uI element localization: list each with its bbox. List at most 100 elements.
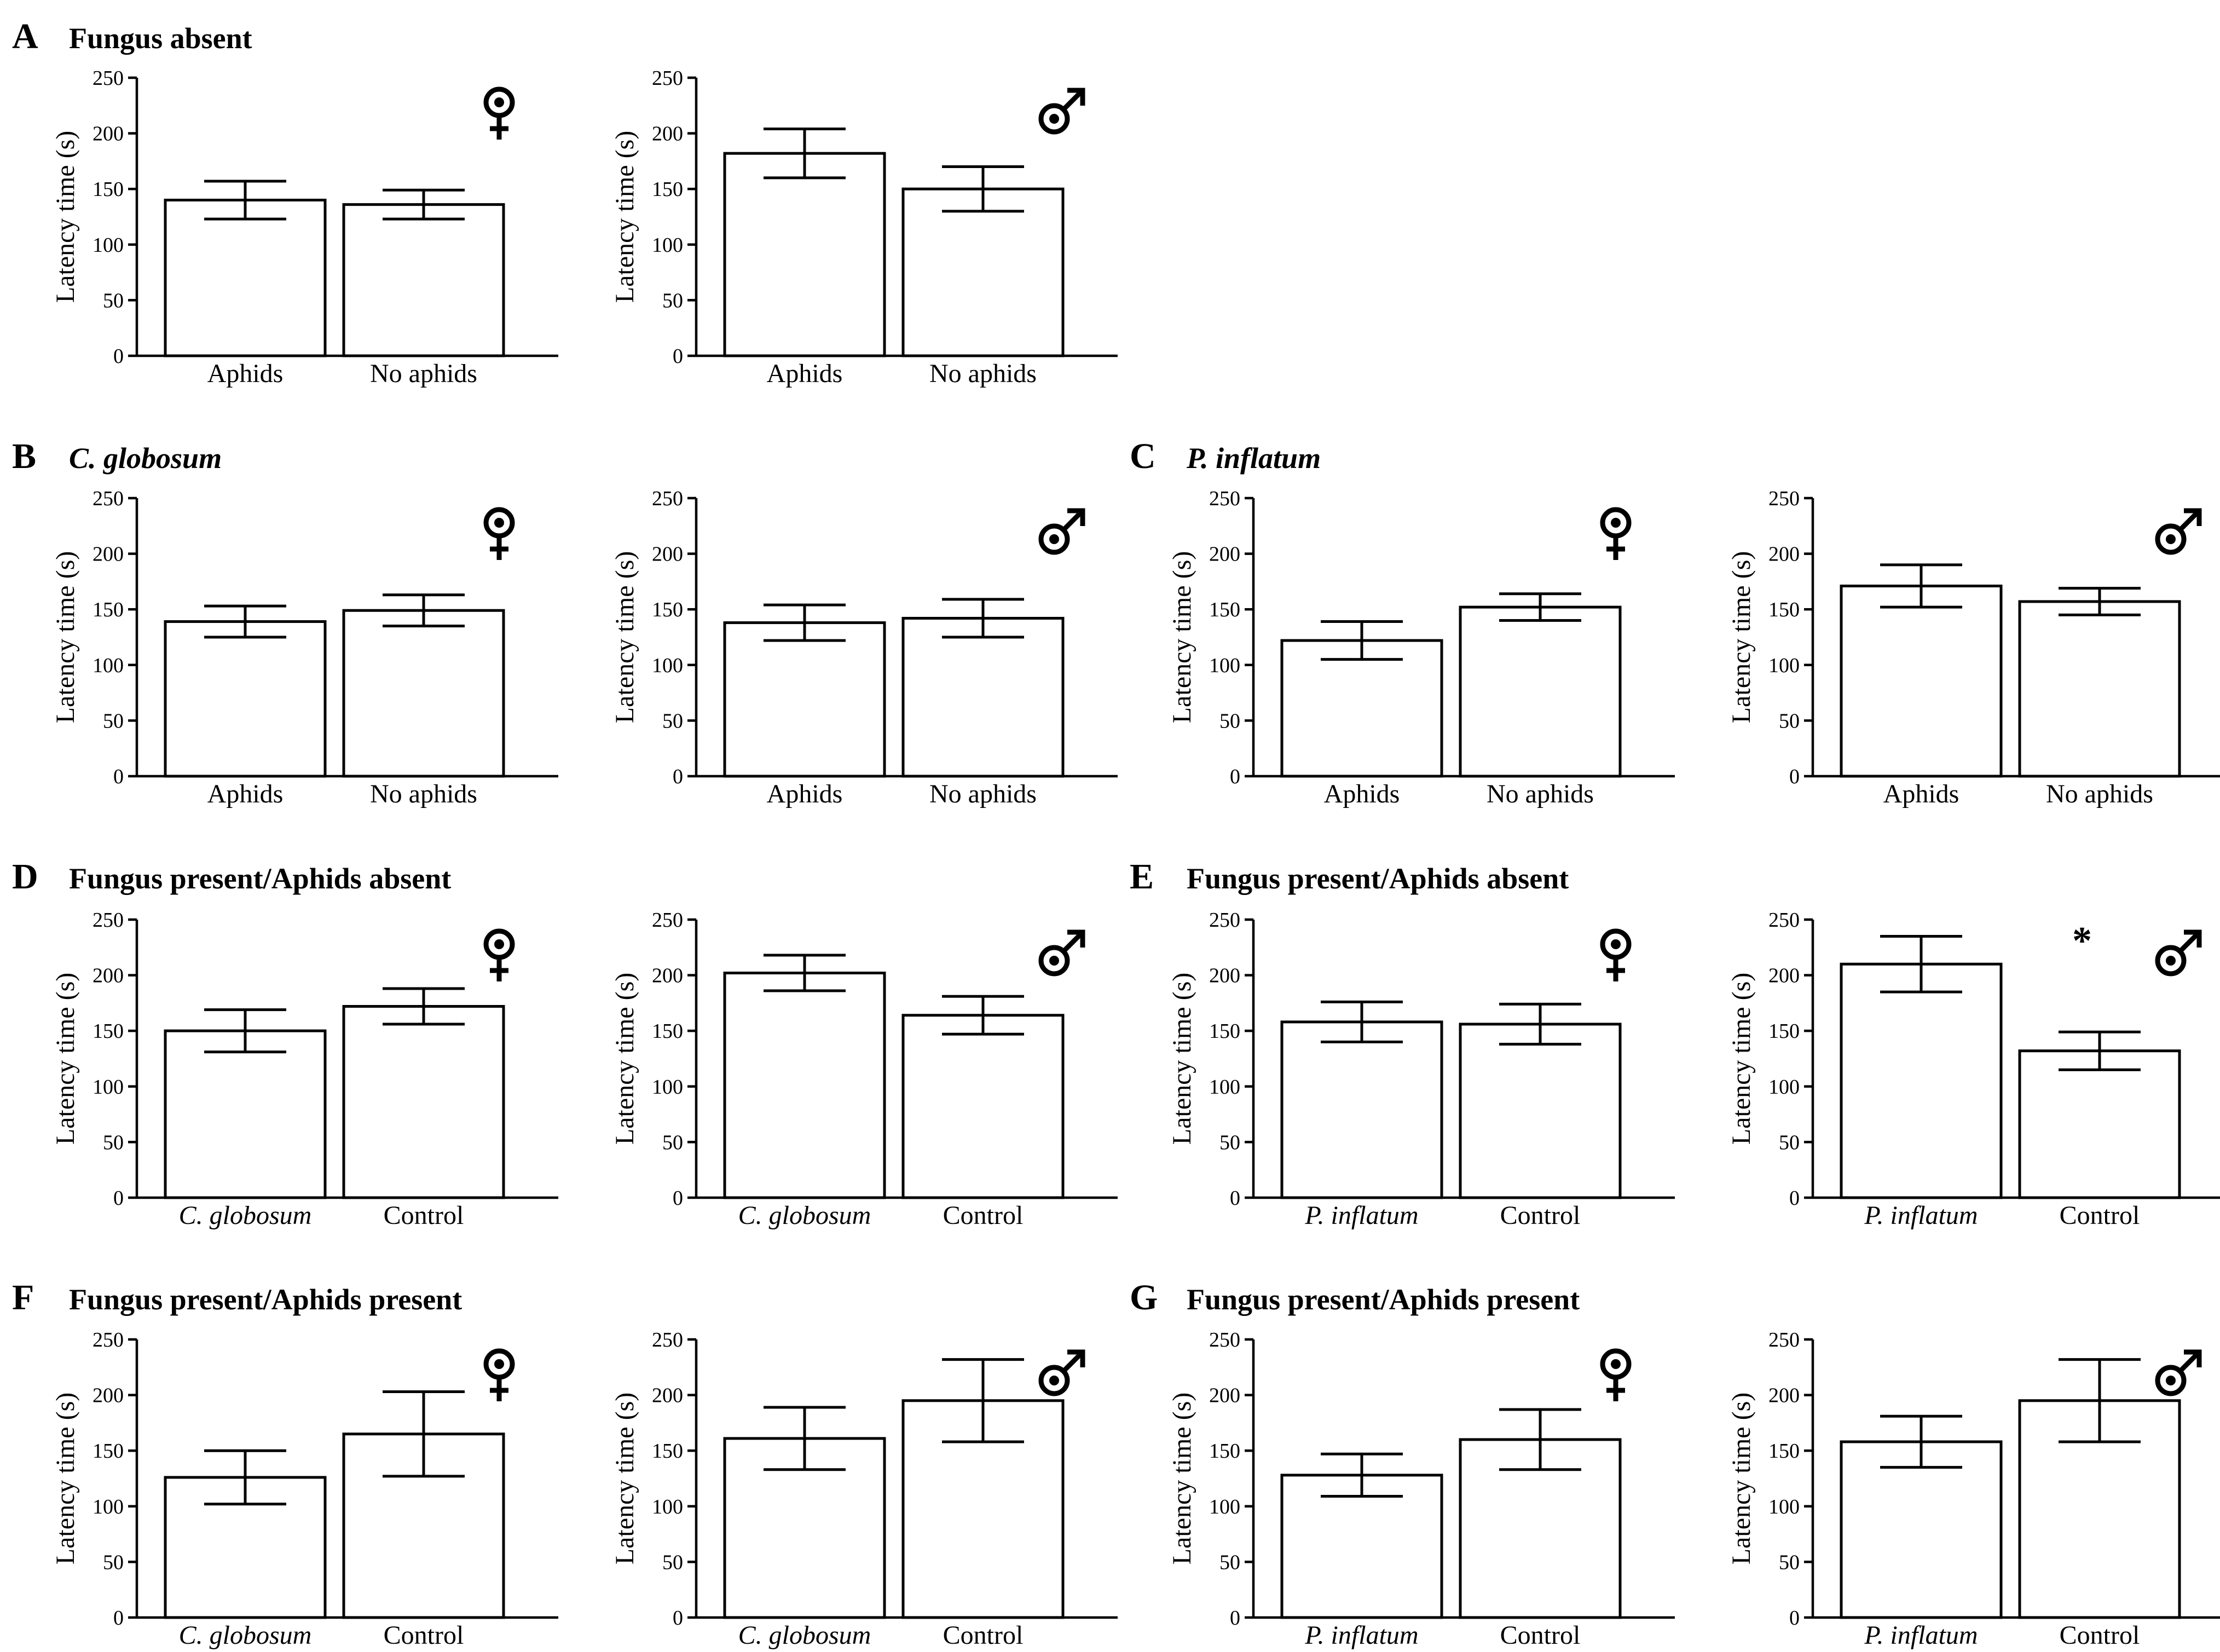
error-bar — [204, 1449, 286, 1506]
category-label: P. inflatum — [1864, 1201, 1978, 1230]
female-symbol-icon — [483, 928, 515, 981]
y-axis-label: Latency time (s) — [1727, 973, 1756, 1145]
y-tick-label: 150 — [652, 1020, 683, 1043]
y-tick-label: 250 — [652, 67, 683, 90]
y-tick-label: 50 — [1779, 1551, 1800, 1574]
chart-e-female: 0 50 100 150 200 250 Latency time (s) P. inflat… — [1167, 909, 1675, 1230]
y-tick-label: 100 — [652, 234, 683, 257]
error-bar — [1499, 1002, 1581, 1046]
male-symbol-icon — [2155, 929, 2202, 977]
category-label: P. inflatum — [1304, 1201, 1418, 1230]
error-bar — [942, 1358, 1024, 1443]
y-axis-label: Latency time (s) — [1167, 973, 1196, 1145]
y-axis-label: Latency time (s) — [1727, 1393, 1756, 1565]
error-bar — [383, 188, 465, 221]
y-tick-label: 200 — [1209, 543, 1240, 566]
chart-g-male: 0 50 100 150 200 250 Latency time (s) P. inflat… — [1727, 1328, 2220, 1650]
panel-header-g: G Fungus present/Aphids present — [1130, 1278, 1580, 1318]
y-tick-label: 250 — [1209, 487, 1240, 510]
error-bar — [942, 165, 1024, 213]
bar — [342, 203, 505, 357]
y-axis-label: Latency time (s) — [610, 131, 639, 303]
panel-header-a: A Fungus absent — [12, 16, 252, 56]
y-tick-label: 250 — [652, 487, 683, 510]
y-tick-label: 100 — [1768, 1076, 1800, 1099]
y-axis-label: Latency time (s) — [1727, 551, 1756, 724]
y-tick-label: 0 — [673, 345, 683, 368]
y-tick-label: 200 — [1768, 964, 1800, 987]
y-tick-label: 250 — [92, 67, 124, 90]
bar — [164, 1029, 327, 1199]
error-bar — [1880, 563, 1962, 609]
y-tick-label: 100 — [652, 1495, 683, 1518]
bar — [1280, 1020, 1443, 1199]
y-tick-label: 50 — [1779, 1131, 1800, 1154]
y-tick-label: 100 — [92, 234, 124, 257]
category-label: No aphids — [929, 359, 1037, 388]
error-bar — [1499, 592, 1581, 622]
y-tick-label: 50 — [662, 1551, 683, 1574]
y-tick-label: 0 — [113, 1607, 124, 1630]
panel-header-b: B C. globosum — [12, 436, 222, 476]
male-symbol-icon — [1038, 88, 1085, 135]
y-tick-label: 100 — [1768, 654, 1800, 677]
y-tick-label: 250 — [652, 1328, 683, 1351]
y-tick-label: 150 — [1209, 1440, 1240, 1463]
category-label: P. inflatum — [1864, 1621, 1978, 1650]
category-label: Aphids — [207, 359, 284, 388]
error-bar — [1880, 1414, 1962, 1469]
bar — [1280, 1474, 1443, 1619]
error-bar — [1321, 620, 1403, 661]
bar — [2018, 600, 2181, 778]
error-bar — [764, 1406, 846, 1471]
female-symbol-icon — [483, 1348, 515, 1401]
y-tick-label: 0 — [113, 765, 124, 788]
y-tick-label: 150 — [1209, 598, 1240, 621]
error-bar — [764, 954, 846, 992]
error-bar — [1880, 934, 1962, 993]
error-bar — [2059, 1030, 2141, 1071]
y-tick-label: 100 — [1209, 1495, 1240, 1518]
bar — [1459, 1023, 1622, 1199]
error-bar — [204, 180, 286, 221]
error-bar — [764, 127, 846, 180]
panel-title: Fungus absent — [69, 22, 252, 55]
error-bar — [204, 604, 286, 639]
category-label: No aphids — [929, 779, 1037, 808]
category-label: Control — [2060, 1201, 2140, 1230]
y-tick-label: 250 — [1768, 909, 1800, 932]
female-symbol-icon — [483, 86, 515, 140]
bar — [1840, 1440, 2003, 1619]
error-bar — [764, 603, 846, 642]
category-label: Aphids — [1883, 779, 1959, 808]
y-tick-label: 150 — [92, 1020, 124, 1043]
y-axis-label: Latency time (s) — [610, 973, 639, 1145]
y-axis-label: Latency time (s) — [1167, 1393, 1196, 1565]
chart-e-male: 0 50 100 150 200 250 Latency time (s) P. inflat… — [1727, 909, 2220, 1230]
category-label: C. globosum — [738, 1621, 871, 1650]
y-tick-label: 50 — [662, 1131, 683, 1154]
panel-title: P. inflatum — [1186, 442, 1321, 475]
significance-marker: * — [2072, 919, 2092, 962]
panel-header-d: D Fungus present/Aphids absent — [12, 857, 451, 897]
panel-header-f: F Fungus present/Aphids present — [12, 1278, 462, 1318]
y-tick-label: 0 — [1230, 1187, 1240, 1210]
error-bar — [2059, 1358, 2141, 1443]
chart-c-female: 0 50 100 150 200 250 Latency time (s) Aphids No … — [1167, 487, 1675, 808]
bar — [723, 972, 886, 1199]
chart-g-female: 0 50 100 150 200 250 Latency time (s) P. inflat… — [1167, 1328, 1675, 1650]
error-bar — [383, 987, 465, 1026]
bar — [342, 1004, 505, 1199]
y-tick-label: 100 — [652, 1076, 683, 1099]
y-tick-label: 50 — [103, 1131, 124, 1154]
y-axis-label: Latency time (s) — [610, 551, 639, 724]
bar — [1840, 585, 2003, 778]
y-tick-label: 200 — [1209, 964, 1240, 987]
category-label: No aphids — [370, 359, 477, 388]
y-tick-label: 50 — [662, 709, 683, 732]
y-tick-label: 150 — [1768, 1020, 1800, 1043]
category-label: Control — [1500, 1201, 1581, 1230]
y-tick-label: 0 — [113, 1187, 124, 1210]
bar — [723, 152, 886, 357]
panel-title: Fungus present/Aphids absent — [69, 862, 451, 895]
